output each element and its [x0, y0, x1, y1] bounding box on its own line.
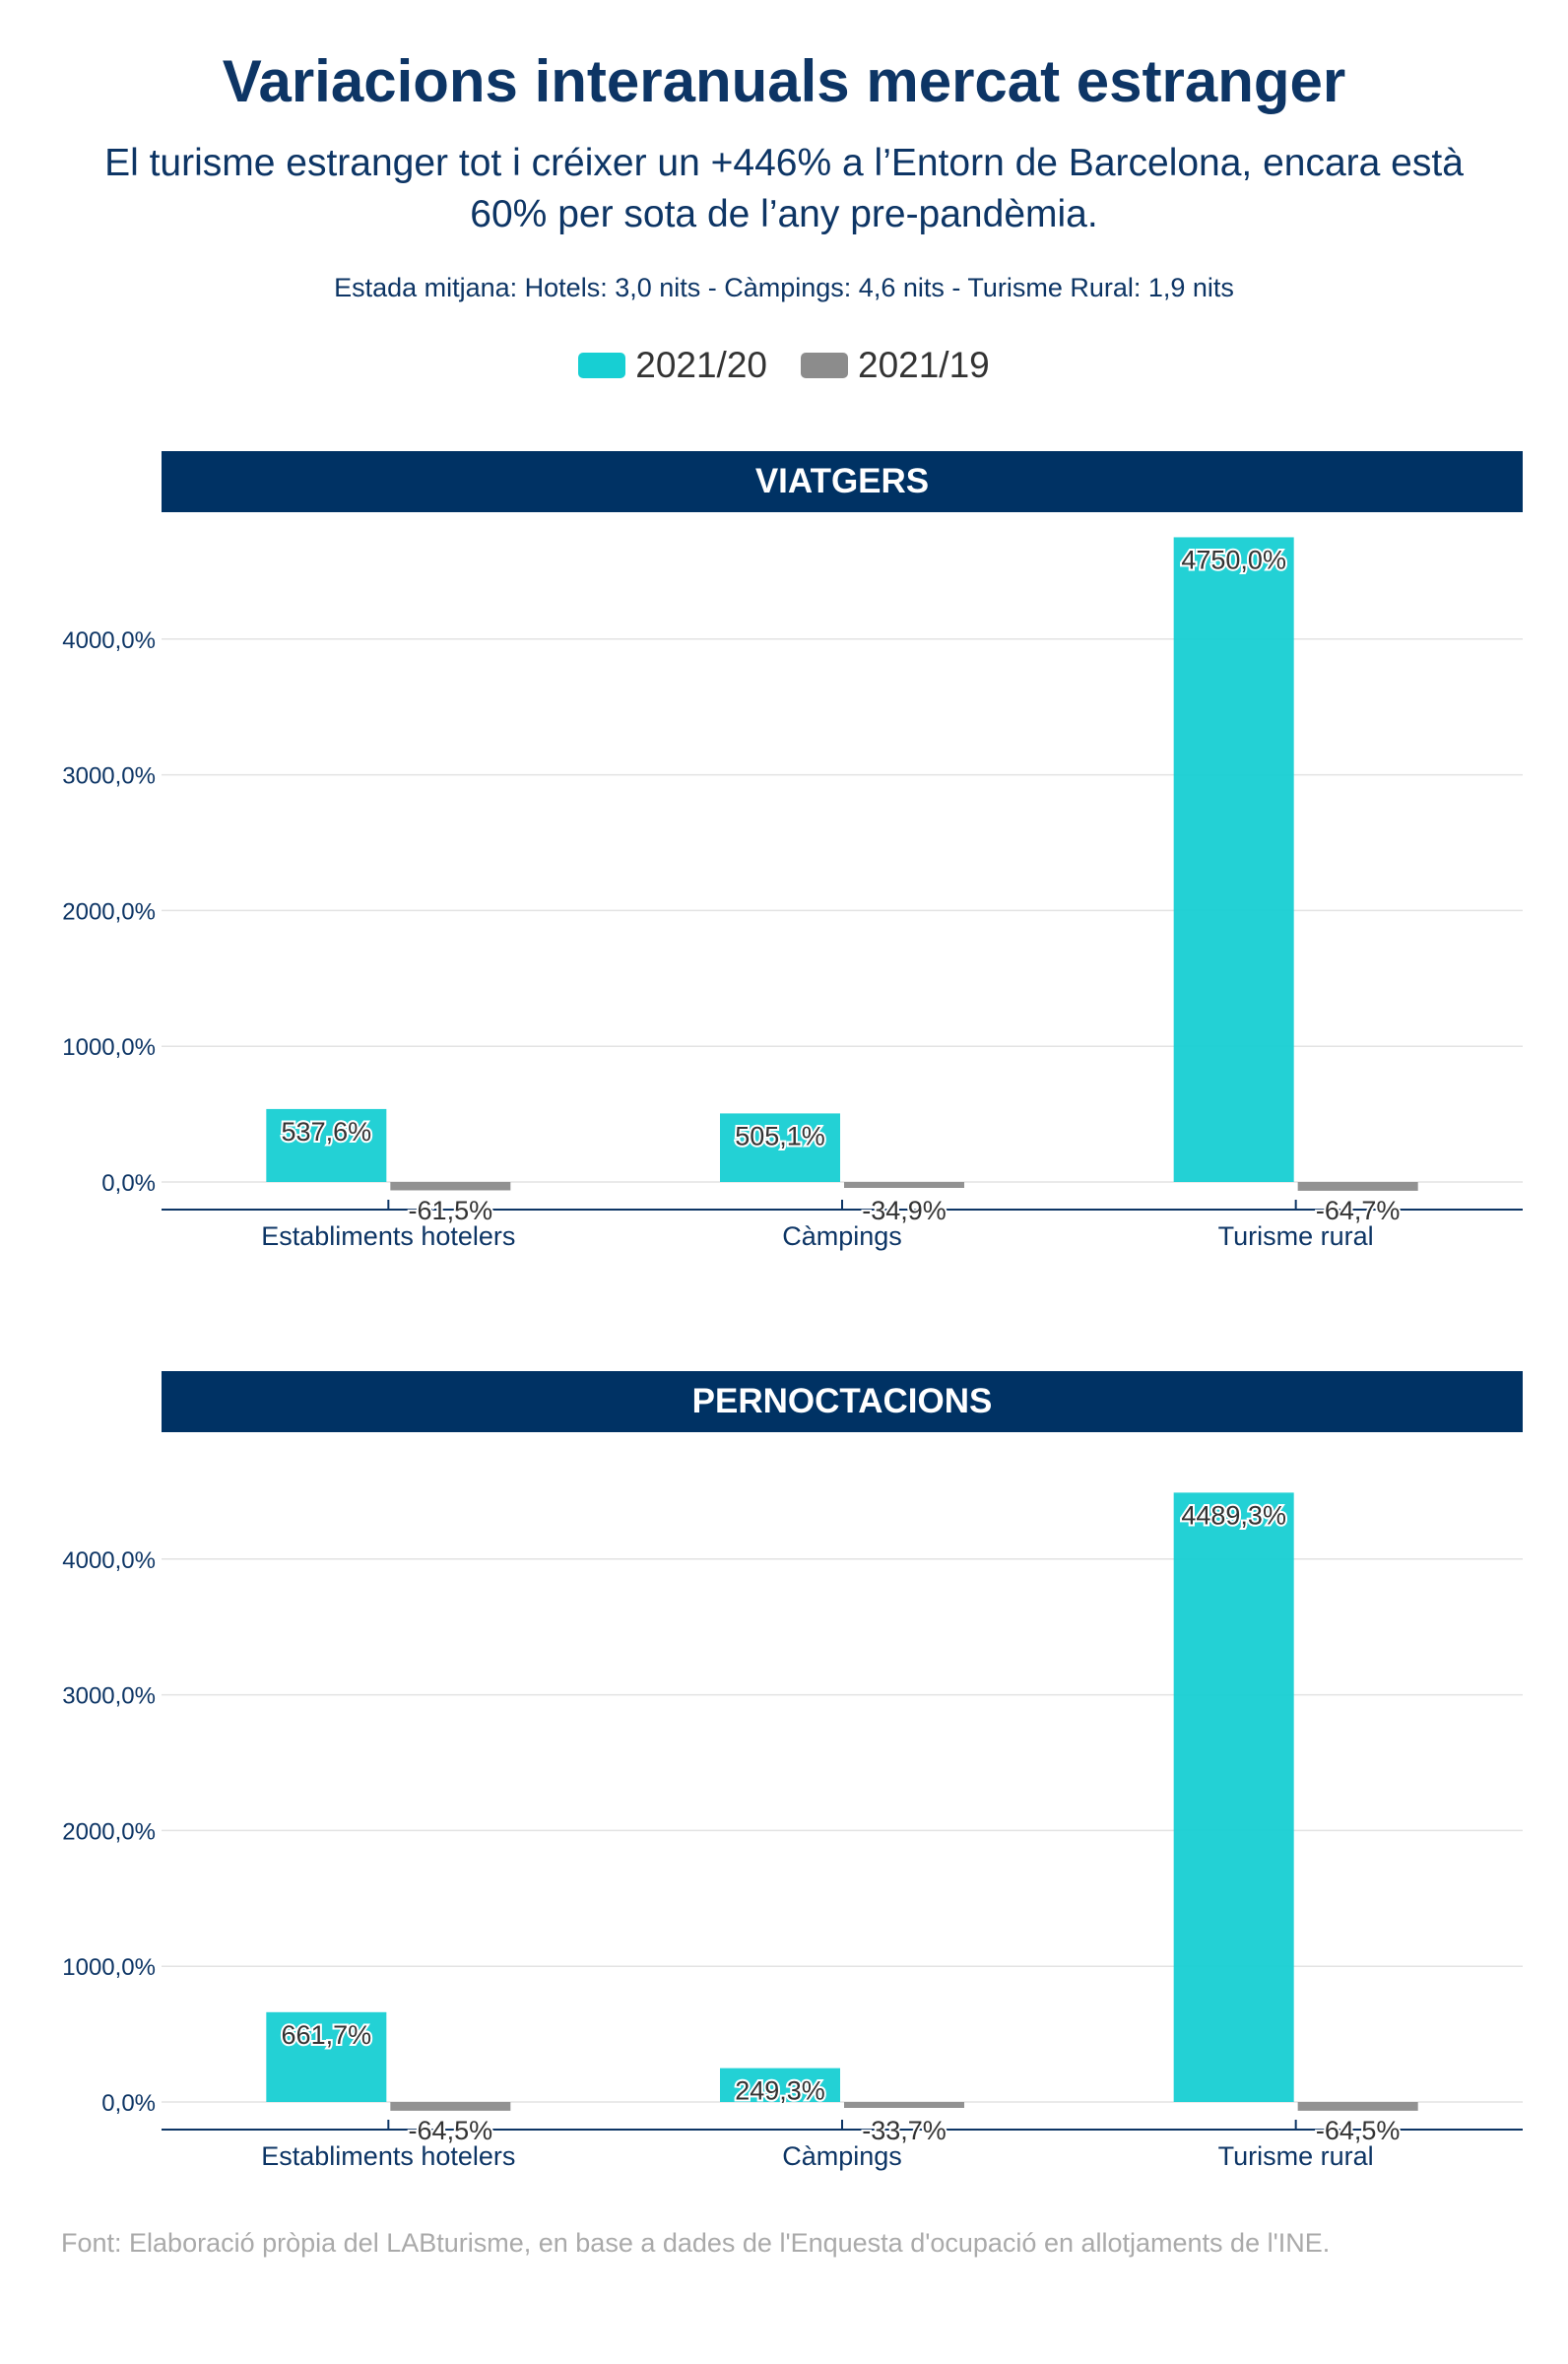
bar-2021-19-turisme-rural[interactable] [1297, 2102, 1418, 2111]
y-tick-label: 2000,0% [62, 1818, 156, 1845]
panel-title-pernoctacions: PERNOCTACIONS [162, 1371, 1523, 1432]
y-tick-label: 0,0% [101, 1170, 156, 1197]
legend-label-2021-19: 2021/19 [858, 345, 990, 385]
data-label-2021-19-campings: -33,7% [862, 2116, 947, 2145]
x-tick-label-turisme-rural: Turisme rural [1218, 1221, 1374, 1251]
average-stay-note: Estada mitjana: Hotels: 3,0 nits - Càmpi… [334, 273, 1234, 302]
bar-2021-19-establiments-hotelers[interactable] [390, 1182, 511, 1191]
data-label-2021-19-turisme-rural: -64,5% [1316, 2116, 1401, 2145]
bar-2021-20-establiments-hotelers[interactable] [266, 1108, 387, 1182]
page-title: Variacions interanuals mercat estranger [222, 48, 1346, 114]
bar-2021-19-campings[interactable] [844, 2102, 964, 2108]
bar-2021-20-establiments-hotelers[interactable] [266, 2011, 387, 2102]
x-tick-label-establiments-hotelers: Establiments hotelers [261, 2141, 515, 2171]
data-label-2021-20-campings: 505,1% [735, 1121, 825, 1150]
source-note: Font: Elaboració pròpia del LABturisme, … [61, 2228, 1331, 2258]
data-label-2021-19-establiments-hotelers: -64,5% [409, 2116, 493, 2145]
chart-viatgers: 0,0% 1000,0% 2000,0% 3000,0% 4000,0% Establim… [62, 537, 1523, 1251]
bar-2021-20-campings[interactable] [720, 2068, 840, 2102]
legend: 2021/20 2021/19 [0, 345, 1568, 386]
y-tick-label: 1000,0% [62, 1034, 156, 1061]
x-tick-label-campings: Càmpings [782, 1221, 902, 1251]
data-label-2021-20-establiments-hotelers: 537,6% [282, 1117, 372, 1147]
data-label-2021-20-campings: 249,3% [735, 2076, 825, 2106]
panel-title-viatgers: VIATGERS [162, 451, 1523, 512]
y-tick-label: 0,0% [101, 2090, 156, 2117]
bar-2021-19-establiments-hotelers[interactable] [390, 2102, 511, 2111]
page-subtitle: El turisme estranger tot i créixer un +4… [104, 142, 1464, 235]
x-tick-label-campings: Càmpings [782, 2141, 902, 2171]
bar-2021-20-turisme-rural[interactable] [1173, 1492, 1294, 2102]
bar-2021-19-turisme-rural[interactable] [1297, 1182, 1418, 1191]
data-label-2021-19-establiments-hotelers: -61,5% [409, 1196, 493, 1225]
panel-viatgers: VIATGERS 0,0% 1000,0% 2000,0% 3000,0% 4000,0… [0, 451, 1568, 1338]
data-label-2021-19-campings: -34,9% [862, 1196, 947, 1225]
legend-swatch-2021-19 [801, 353, 848, 378]
data-label-2021-20-turisme-rural: 4750,0% [1181, 545, 1286, 574]
x-tick-label-establiments-hotelers: Establiments hotelers [261, 1221, 515, 1251]
y-tick-label: 3000,0% [62, 1683, 156, 1710]
bar-2021-19-campings[interactable] [844, 1182, 964, 1188]
data-label-2021-20-establiments-hotelers: 661,7% [282, 2020, 372, 2050]
y-tick-label: 4000,0% [62, 1547, 156, 1574]
y-tick-label: 2000,0% [62, 898, 156, 925]
data-label-2021-20-turisme-rural: 4489,3% [1181, 1500, 1286, 1530]
y-tick-label: 1000,0% [62, 1954, 156, 1981]
legend-item-2021-19[interactable]: 2021/19 [801, 345, 990, 386]
panel-pernoctacions: PERNOCTACIONS 0,0% 1000,0% 2000,0% 3000,0% 4… [0, 1371, 1568, 2258]
legend-label-2021-20: 2021/20 [635, 345, 767, 385]
chart-pernoctacions: 0,0% 1000,0% 2000,0% 3000,0% 4000,0% Establim… [62, 1492, 1523, 2171]
data-label-2021-19-turisme-rural: -64,7% [1316, 1196, 1401, 1225]
bar-2021-20-turisme-rural[interactable] [1173, 537, 1294, 1182]
y-tick-label: 3000,0% [62, 763, 156, 790]
bar-2021-20-campings[interactable] [720, 1113, 840, 1182]
x-tick-label-turisme-rural: Turisme rural [1218, 2141, 1374, 2171]
legend-item-2021-20[interactable]: 2021/20 [578, 345, 767, 386]
legend-swatch-2021-20 [578, 353, 626, 378]
y-tick-label: 4000,0% [62, 627, 156, 654]
